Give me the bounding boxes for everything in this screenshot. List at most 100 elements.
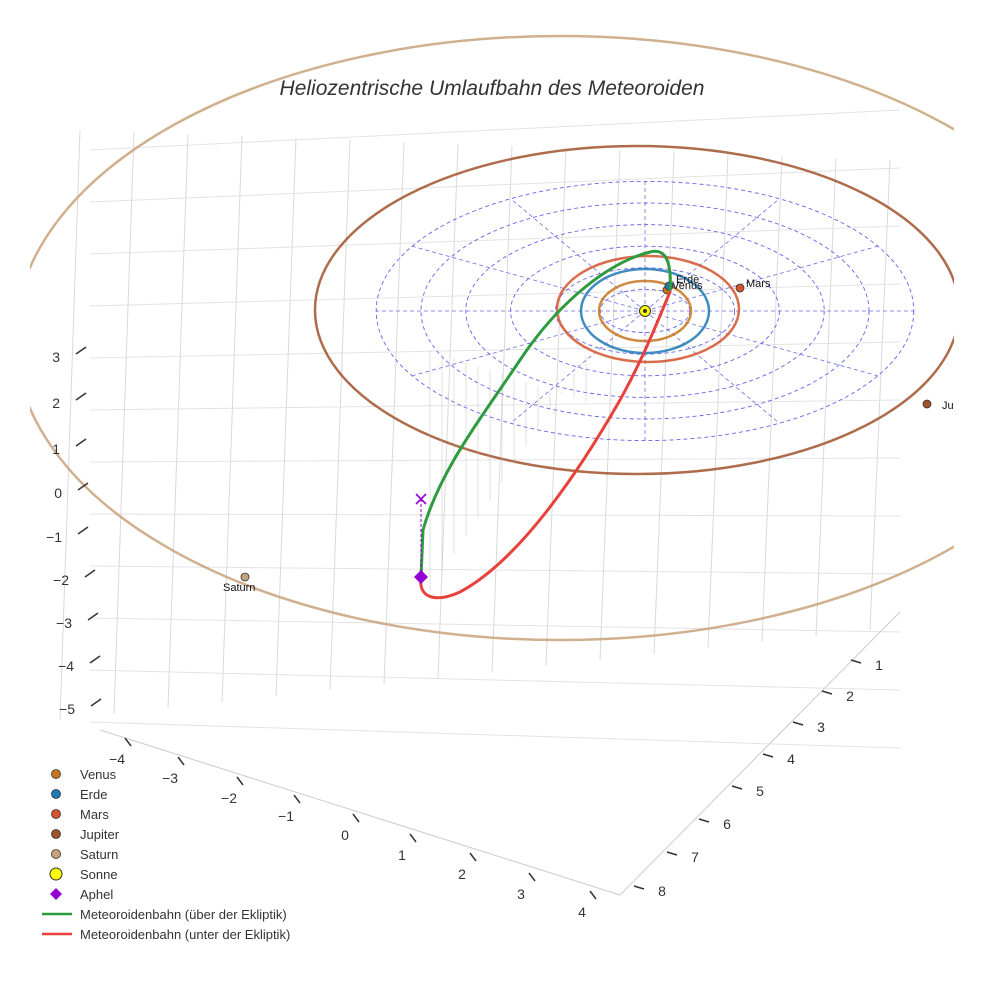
- legend-item[interactable]: Erde: [40, 784, 360, 804]
- y-tick-mark: [666, 851, 678, 856]
- z-tick-label: −2: [53, 572, 69, 588]
- grid-line: [89, 399, 901, 411]
- y-tick-mark: [633, 885, 645, 890]
- legend-label: Mars: [80, 806, 109, 822]
- x-tick-label: −3: [162, 770, 178, 786]
- z-tick-label: −4: [58, 658, 74, 674]
- planet-label-erde: Erde: [676, 274, 699, 286]
- planet-mars: [735, 283, 745, 293]
- aphel-marker: [414, 570, 428, 584]
- y-tick-label: 3: [817, 719, 825, 735]
- legend-item[interactable]: Aphel: [40, 884, 360, 904]
- grid-line: [89, 457, 901, 463]
- orbit-mars: [555, 254, 741, 364]
- z-tick-label: −1: [46, 529, 62, 545]
- legend-label: Meteoroidenbahn (unter der Ekliptik): [80, 926, 291, 942]
- legend: Venus Erde Mars Jupiter Saturn Sonne Aphel Mete…: [40, 764, 360, 944]
- y-tick-label: 7: [691, 849, 699, 865]
- x-tick-label: 2: [458, 866, 466, 882]
- legend-swatch: [51, 849, 61, 859]
- grid-line: [869, 159, 891, 631]
- legend-label: Jupiter: [80, 826, 120, 842]
- legend-item[interactable]: Mars: [40, 804, 360, 824]
- y-tick-label: 4: [787, 751, 795, 767]
- legend-dot: [51, 809, 61, 819]
- orbit-jupiter: [313, 144, 954, 476]
- grid-line: [599, 149, 621, 661]
- y-tick-mark: [762, 753, 774, 758]
- trajectory-below-ecliptic: [419, 290, 672, 600]
- legend-item[interactable]: Meteoroidenbahn (unter der Ekliptik): [40, 924, 360, 944]
- z-tick-label: 0: [54, 485, 62, 501]
- x-tick-mark: [528, 872, 536, 882]
- axis-ticks: 3 2 1 0 −1 −2 −3 −4 −5 −4 −3 −2 −1 0 1 2 3 4 1 2 3 4 5 6 7 8: [46, 346, 883, 920]
- ecliptic-spoke: [510, 198, 646, 312]
- x-tick-mark: [124, 737, 132, 747]
- grid-line: [89, 721, 901, 749]
- legend-label: Saturn: [80, 846, 119, 862]
- y-tick-mark: [792, 721, 804, 726]
- legend-swatch: [51, 769, 61, 779]
- floor-edge: [99, 729, 621, 896]
- legend-swatch: [51, 789, 61, 799]
- legend-label: Aphel: [80, 886, 114, 902]
- orbit-saturn: [30, 34, 954, 642]
- x-tick-mark: [177, 756, 185, 766]
- grid-line: [89, 513, 901, 517]
- z-tick-label: −3: [56, 615, 72, 631]
- x-tick-mark: [409, 833, 417, 843]
- grid-line: [89, 225, 901, 255]
- grid-line: [329, 139, 351, 691]
- legend-sun: [49, 867, 63, 881]
- legend-label: Venus: [80, 766, 117, 782]
- ecliptic-spoke: [644, 245, 878, 312]
- y-tick-mark: [821, 690, 833, 695]
- x-tick-label: 3: [517, 886, 525, 902]
- legend-swatch: [42, 912, 72, 916]
- legend-swatch: [50, 888, 62, 900]
- legend-item[interactable]: Venus: [40, 764, 360, 784]
- y-tick-label: 2: [846, 688, 854, 704]
- z-tick-mark: [75, 346, 87, 355]
- y-tick-label: 5: [756, 783, 764, 799]
- grid-layer: [59, 109, 901, 896]
- legend-dot: [51, 789, 61, 799]
- grid-line: [89, 283, 901, 307]
- x-tick-mark: [589, 890, 597, 900]
- y-tick-label: 6: [723, 816, 731, 832]
- legend-item[interactable]: Sonne: [40, 864, 360, 884]
- sun-core: [643, 309, 647, 313]
- z-tick-mark: [84, 569, 96, 578]
- grid-line: [89, 565, 901, 575]
- grid-line: [545, 147, 567, 667]
- legend-dot: [51, 829, 61, 839]
- x-tick-label: 1: [398, 847, 406, 863]
- legend-item[interactable]: Saturn: [40, 844, 360, 864]
- grid-line: [89, 341, 901, 359]
- grid-line: [89, 109, 901, 151]
- legend-item[interactable]: Meteoroidenbahn (über der Ekliptik): [40, 904, 360, 924]
- legend-swatch: [51, 809, 61, 819]
- planet-label-mars: Mars: [746, 278, 771, 290]
- y-tick-label: 1: [875, 657, 883, 673]
- grid-line: [275, 137, 297, 697]
- legend-item[interactable]: Jupiter: [40, 824, 360, 844]
- planet-saturn: [240, 572, 250, 582]
- x-tick-mark: [293, 794, 301, 804]
- ecliptic-spoke: [644, 310, 780, 424]
- grid-line: [707, 153, 729, 649]
- grid-line: [383, 141, 405, 685]
- ecliptic-spoke: [644, 310, 878, 377]
- x-tick-label: 4: [578, 904, 586, 920]
- x-tick-label: 0: [341, 827, 349, 843]
- z-tick-mark: [75, 438, 87, 447]
- y-tick-mark: [850, 659, 862, 664]
- z-tick-label: 3: [52, 349, 60, 365]
- planet-label-saturn: Saturn: [223, 582, 255, 594]
- z-tick-label: −5: [59, 701, 75, 717]
- x-tick-mark: [236, 776, 244, 786]
- grid-line: [761, 155, 783, 643]
- x-tick-mark: [352, 813, 360, 823]
- z-tick-mark: [77, 526, 89, 535]
- y-tick-mark: [731, 785, 743, 790]
